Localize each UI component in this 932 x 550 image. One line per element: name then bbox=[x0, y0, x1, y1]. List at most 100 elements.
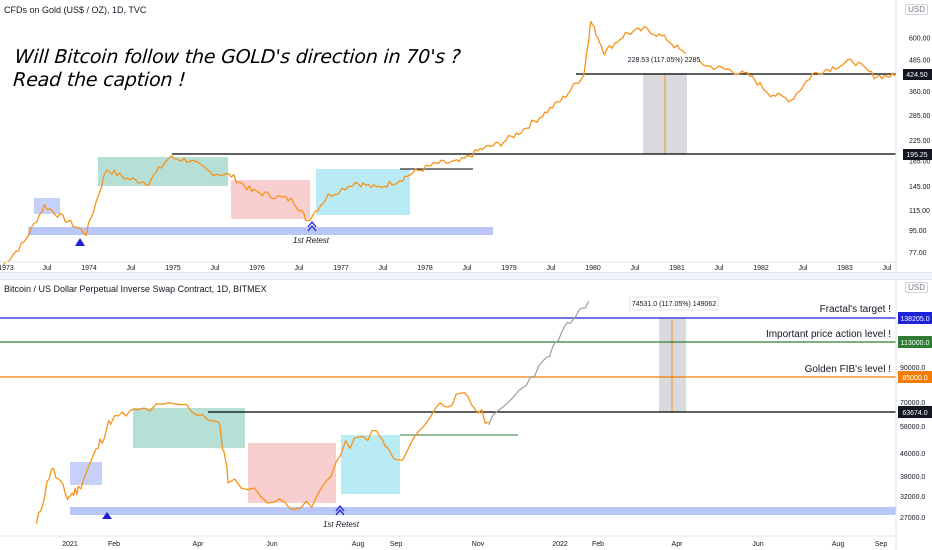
gold-price-tag-195: 195.25 bbox=[906, 152, 928, 159]
gold-x-tick-label: 1977 bbox=[333, 265, 349, 272]
gold-green-box bbox=[98, 157, 228, 186]
gold-x-tick-label: 1981 bbox=[669, 265, 685, 272]
btc-tag-important: 113000.0 bbox=[901, 340, 930, 347]
gold-currency-badge[interactable]: USD bbox=[905, 4, 928, 15]
btc-chart-pane[interactable]: 1st Retest 74531.0 (117.05%) 149062 Fracta… bbox=[0, 280, 932, 550]
gold-x-tick-label: 1974 bbox=[81, 265, 97, 272]
gold-retest-label: 1st Retest bbox=[293, 236, 330, 245]
gold-price-tag-424-bg bbox=[903, 69, 932, 80]
btc-x-tick-label: Sep bbox=[390, 541, 403, 548]
gold-y-tick-label: 285.00 bbox=[909, 113, 931, 120]
btc-y-tick-label: 38000.0 bbox=[900, 474, 925, 481]
gold-chart-header: CFDs on Gold (US$ / OZ), 1D, TVC bbox=[4, 5, 147, 15]
gold-cyan-box bbox=[316, 169, 410, 215]
gold-price-tag-424: 424.50 bbox=[906, 72, 928, 79]
gold-x-tick-label: 1979 bbox=[501, 265, 517, 272]
gold-chart[interactable]: 1st Retest 228.53 (117.05%) 2285 600.00 48… bbox=[0, 0, 932, 272]
btc-cyan-box bbox=[341, 435, 400, 494]
btc-green-box bbox=[133, 408, 245, 448]
gold-y-tick-label: 600.00 bbox=[909, 35, 931, 42]
btc-y-tick-label: 32000.0 bbox=[900, 494, 925, 501]
pane-divider[interactable] bbox=[0, 272, 932, 280]
gold-y-tick-label: 485.00 bbox=[909, 58, 931, 65]
btc-chart-header: Bitcoin / US Dollar Perpetual Inverse Sw… bbox=[4, 284, 267, 294]
gold-y-tick-label: 115.00 bbox=[909, 208, 930, 215]
btc-x-tick-label: Aug bbox=[352, 541, 365, 548]
gold-x-tick-label: Jul bbox=[43, 265, 52, 272]
btc-x-tick-label: Jun bbox=[266, 541, 277, 548]
gold-x-tick-label: Jul bbox=[211, 265, 220, 272]
gold-x-tick-label: Jul bbox=[379, 265, 388, 272]
btc-tag-target-bg bbox=[898, 312, 932, 324]
btc-tag-target: 138205.0 bbox=[900, 316, 929, 323]
btc-tag-fib-bg bbox=[898, 371, 932, 383]
gold-x-tick-label: Jul bbox=[463, 265, 472, 272]
btc-important-annotation: Important price action level ! bbox=[766, 329, 891, 340]
gold-x-tick-label: 1973 bbox=[0, 265, 14, 272]
btc-target-annotation: Fractal's target ! bbox=[820, 304, 891, 315]
gold-x-tick-label: 1982 bbox=[753, 265, 769, 272]
btc-x-tick-label: 2022 bbox=[552, 541, 568, 548]
btc-projection-line bbox=[488, 300, 590, 426]
btc-x-tick-label: Feb bbox=[592, 541, 604, 548]
gold-x-tick-label: 1978 bbox=[417, 265, 433, 272]
gold-x-tick-label: Jul bbox=[547, 265, 556, 272]
btc-tag-base: 63674.0 bbox=[902, 410, 927, 417]
headline-line-1: Will Bitcoin follow the GOLD's direction… bbox=[14, 46, 462, 68]
gold-y-tick-label: 77.00 bbox=[909, 250, 927, 257]
gold-blue-box bbox=[34, 198, 60, 214]
gold-x-tick-label: Jul bbox=[295, 265, 304, 272]
btc-x-tick-label: Sep bbox=[875, 541, 888, 548]
btc-x-tick-label: Apr bbox=[672, 541, 684, 548]
gold-y-tick-label: 185.00 bbox=[909, 158, 931, 165]
gold-y-tick-label: 95.00 bbox=[909, 228, 927, 235]
btc-x-tick-label: Apr bbox=[193, 541, 205, 548]
btc-y-tick-label: 70000.0 bbox=[900, 400, 925, 407]
gold-measure-label: 228.53 (117.05%) 2285 bbox=[628, 57, 701, 64]
gold-retest-chevron bbox=[307, 220, 317, 232]
btc-support-band bbox=[70, 507, 896, 515]
gold-chart-pane[interactable]: 1st Retest 228.53 (117.05%) 2285 600.00 48… bbox=[0, 0, 932, 272]
gold-x-tick-label: 1983 bbox=[837, 265, 853, 272]
gold-up-triangle bbox=[75, 238, 85, 246]
gold-x-tick-label: Jul bbox=[631, 265, 640, 272]
gold-x-tick-label: 1975 bbox=[165, 265, 181, 272]
btc-y-tick-label: 90000.0 bbox=[900, 365, 925, 372]
btc-currency-badge[interactable]: USD bbox=[905, 282, 928, 293]
btc-price-line bbox=[35, 391, 489, 524]
gold-red-box bbox=[231, 180, 310, 219]
btc-y-tick-label: 46000.0 bbox=[900, 451, 925, 458]
btc-x-tick-label: Feb bbox=[108, 541, 120, 548]
gold-measure-label-bg bbox=[628, 54, 699, 65]
btc-retest-chevron bbox=[335, 504, 345, 516]
btc-tag-base-bg bbox=[898, 406, 932, 418]
gold-x-tick-label: Jul bbox=[799, 265, 808, 272]
btc-red-box bbox=[248, 443, 336, 503]
gold-support-band bbox=[28, 227, 493, 235]
btc-x-tick-label: 2021 bbox=[62, 541, 78, 548]
btc-y-tick-label: 58000.0 bbox=[900, 424, 925, 431]
btc-x-tick-label: Jun bbox=[752, 541, 763, 548]
headline: Will Bitcoin follow the GOLD's direction… bbox=[12, 46, 461, 92]
btc-x-tick-label: Nov bbox=[472, 541, 485, 548]
gold-x-tick-label: 1976 bbox=[249, 265, 265, 272]
btc-measure-label-bg bbox=[629, 296, 719, 311]
gold-price-tag-195-bg bbox=[903, 149, 932, 160]
btc-fib-annotation: Golden FIB's level ! bbox=[805, 364, 891, 375]
gold-y-tick-label: 225.00 bbox=[909, 138, 931, 145]
btc-up-triangle bbox=[102, 512, 112, 519]
btc-x-tick-label: Aug bbox=[832, 541, 845, 548]
btc-y-tick-label: 27000.0 bbox=[900, 515, 925, 522]
btc-tag-fib: 85000.0 bbox=[902, 375, 927, 382]
btc-measure-label: 74531.0 (117.05%) 149062 bbox=[632, 301, 716, 308]
btc-tag-important-bg bbox=[898, 336, 932, 348]
gold-x-tick-label: Jul bbox=[715, 265, 724, 272]
btc-retest-label: 1st Retest bbox=[323, 520, 360, 529]
gold-y-tick-label: 360.00 bbox=[909, 89, 931, 96]
gold-x-tick-label: 1980 bbox=[585, 265, 601, 272]
gold-y-tick-label: 145.00 bbox=[909, 184, 931, 191]
gold-x-tick-label: Jul bbox=[127, 265, 136, 272]
btc-chart[interactable]: 1st Retest 74531.0 (117.05%) 149062 Fracta… bbox=[0, 280, 932, 550]
gold-price-line bbox=[2, 20, 896, 266]
headline-line-2: Read the caption ! bbox=[12, 69, 187, 91]
